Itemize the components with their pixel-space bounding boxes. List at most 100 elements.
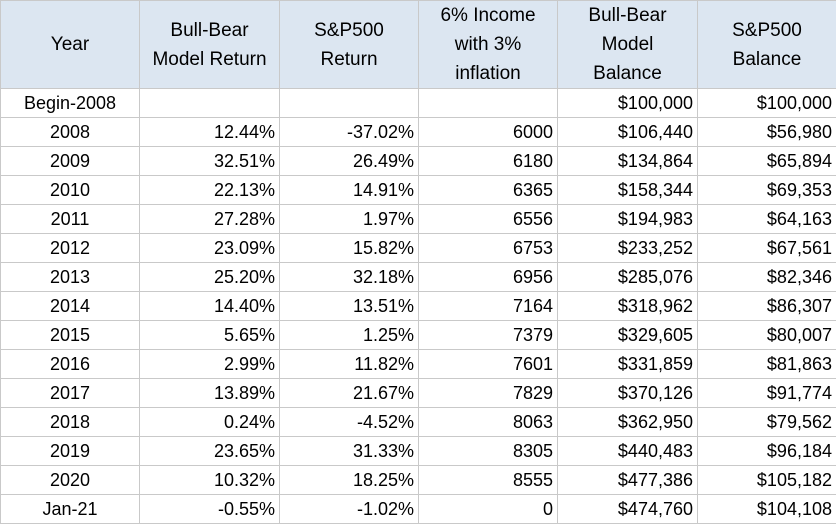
model-balance-cell[interactable]: $477,386 [557, 465, 698, 495]
table-row: 2011 27.28% 1.97% 6556 $194,983 $64,163 [0, 204, 836, 234]
sp500-balance-cell[interactable]: $80,007 [697, 320, 836, 350]
header-income-line: with 3% [454, 34, 522, 55]
model-balance-cell[interactable]: $474,760 [557, 494, 698, 524]
sp500-balance-cell[interactable]: $65,894 [697, 146, 836, 176]
year-cell[interactable]: 2016 [0, 349, 140, 379]
model-return-cell[interactable]: 14.40% [139, 291, 280, 321]
sp500-return-cell[interactable]: 32.18% [279, 262, 419, 292]
sp500-balance-cell[interactable]: $96,184 [697, 436, 836, 466]
sp500-return-cell[interactable]: 1.25% [279, 320, 419, 350]
model-return-cell[interactable]: 23.09% [139, 233, 280, 263]
income-cell[interactable]: 6956 [418, 262, 558, 292]
income-cell[interactable]: 6753 [418, 233, 558, 263]
sp500-balance-cell[interactable]: $64,163 [697, 204, 836, 234]
year-cell[interactable]: 2012 [0, 233, 140, 263]
table-row: 2008 12.44% -37.02% 6000 $106,440 $56,98… [0, 117, 836, 147]
model-balance-cell[interactable]: $158,344 [557, 175, 698, 205]
income-cell[interactable]: 7379 [418, 320, 558, 350]
model-balance-cell[interactable]: $194,983 [557, 204, 698, 234]
income-cell[interactable]: 8305 [418, 436, 558, 466]
model-balance-cell[interactable]: $440,483 [557, 436, 698, 466]
header-year-line: Year [50, 34, 90, 55]
model-return-cell[interactable]: 32.51% [139, 146, 280, 176]
sp500-return-cell[interactable]: 11.82% [279, 349, 419, 379]
model-return-cell[interactable]: -0.55% [139, 494, 280, 524]
model-balance-cell[interactable]: $100,000 [557, 88, 698, 118]
year-cell[interactable]: 2017 [0, 378, 140, 408]
sp500-balance-cell[interactable]: $82,346 [697, 262, 836, 292]
model-balance-cell[interactable]: $370,126 [557, 378, 698, 408]
year-cell[interactable]: 2010 [0, 175, 140, 205]
table-row: 2014 14.40% 13.51% 7164 $318,962 $86,307 [0, 291, 836, 321]
year-cell[interactable]: 2019 [0, 436, 140, 466]
sp500-return-cell[interactable]: -37.02% [279, 117, 419, 147]
sp500-balance-cell[interactable]: $81,863 [697, 349, 836, 379]
model-return-cell[interactable]: 12.44% [139, 117, 280, 147]
year-cell[interactable]: Jan-21 [0, 494, 140, 524]
sp500-balance-cell[interactable]: $79,562 [697, 407, 836, 437]
model-return-cell[interactable]: 13.89% [139, 378, 280, 408]
sp500-balance-cell[interactable]: $100,000 [697, 88, 836, 118]
table-row: 2019 23.65% 31.33% 8305 $440,483 $96,184 [0, 436, 836, 466]
model-return-cell[interactable]: 10.32% [139, 465, 280, 495]
year-cell[interactable]: 2008 [0, 117, 140, 147]
model-balance-cell[interactable]: $233,252 [557, 233, 698, 263]
sp500-return-cell[interactable]: 13.51% [279, 291, 419, 321]
income-cell[interactable]: 6556 [418, 204, 558, 234]
model-return-cell[interactable]: 2.99% [139, 349, 280, 379]
year-cell[interactable]: 2014 [0, 291, 140, 321]
header-income-line: 6% Income [440, 5, 536, 26]
sp500-return-cell[interactable]: 15.82% [279, 233, 419, 263]
income-cell[interactable]: 6180 [418, 146, 558, 176]
model-balance-cell[interactable]: $362,950 [557, 407, 698, 437]
sp500-return-cell[interactable]: 31.33% [279, 436, 419, 466]
sp500-return-cell[interactable]: 1.97% [279, 204, 419, 234]
model-return-cell[interactable]: 5.65% [139, 320, 280, 350]
sp500-balance-cell[interactable]: $86,307 [697, 291, 836, 321]
model-return-cell[interactable]: 27.28% [139, 204, 280, 234]
model-return-cell[interactable]: 23.65% [139, 436, 280, 466]
income-cell[interactable]: 0 [418, 494, 558, 524]
sp500-balance-cell[interactable]: $56,980 [697, 117, 836, 147]
year-cell[interactable]: 2015 [0, 320, 140, 350]
model-balance-cell[interactable]: $285,076 [557, 262, 698, 292]
model-return-cell[interactable]: 22.13% [139, 175, 280, 205]
sp500-return-cell[interactable] [279, 88, 419, 118]
income-cell[interactable] [418, 88, 558, 118]
sp500-balance-cell[interactable]: $67,561 [697, 233, 836, 263]
model-return-cell[interactable]: 0.24% [139, 407, 280, 437]
sp500-balance-cell[interactable]: $69,353 [697, 175, 836, 205]
income-cell[interactable]: 7164 [418, 291, 558, 321]
income-cell[interactable]: 7601 [418, 349, 558, 379]
model-return-cell[interactable]: 25.20% [139, 262, 280, 292]
sp500-return-cell[interactable]: -1.02% [279, 494, 419, 524]
year-cell[interactable]: 2020 [0, 465, 140, 495]
model-balance-cell[interactable]: $318,962 [557, 291, 698, 321]
sp500-return-cell[interactable]: 21.67% [279, 378, 419, 408]
sp500-return-cell[interactable]: 14.91% [279, 175, 419, 205]
year-cell[interactable]: 2009 [0, 146, 140, 176]
model-balance-cell[interactable]: $134,864 [557, 146, 698, 176]
sp500-return-cell[interactable]: 26.49% [279, 146, 419, 176]
sp500-return-cell[interactable]: 18.25% [279, 465, 419, 495]
table-row: 2017 13.89% 21.67% 7829 $370,126 $91,774 [0, 378, 836, 408]
model-return-cell[interactable] [139, 88, 280, 118]
year-cell[interactable]: 2018 [0, 407, 140, 437]
table-row: Begin-2008 $100,000 $100,000 [0, 88, 836, 118]
income-cell[interactable]: 8063 [418, 407, 558, 437]
model-balance-cell[interactable]: $329,605 [557, 320, 698, 350]
year-cell[interactable]: Begin-2008 [0, 88, 140, 118]
model-balance-cell[interactable]: $331,859 [557, 349, 698, 379]
header-model-return-line: Bull-Bear [170, 19, 249, 41]
sp500-return-cell[interactable]: -4.52% [279, 407, 419, 437]
year-cell[interactable]: 2011 [0, 204, 140, 234]
model-balance-cell[interactable]: $106,440 [557, 117, 698, 147]
year-cell[interactable]: 2013 [0, 262, 140, 292]
sp500-balance-cell[interactable]: $104,108 [697, 494, 836, 524]
income-cell[interactable]: 7829 [418, 378, 558, 408]
income-cell[interactable]: 6365 [418, 175, 558, 205]
sp500-balance-cell[interactable]: $91,774 [697, 378, 836, 408]
income-cell[interactable]: 8555 [418, 465, 558, 495]
sp500-balance-cell[interactable]: $105,182 [697, 465, 836, 495]
income-cell[interactable]: 6000 [418, 117, 558, 147]
